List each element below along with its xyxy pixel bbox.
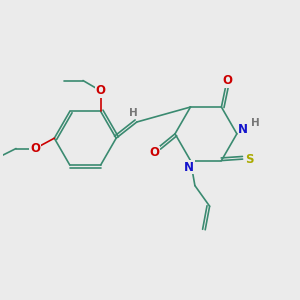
Text: H: H (251, 118, 260, 128)
Text: O: O (222, 74, 232, 87)
Text: N: N (184, 160, 194, 174)
Text: O: O (96, 84, 106, 97)
Text: N: N (238, 123, 248, 136)
Text: O: O (30, 142, 40, 155)
Text: H: H (129, 108, 138, 118)
Text: S: S (245, 153, 253, 166)
Text: O: O (149, 146, 159, 159)
